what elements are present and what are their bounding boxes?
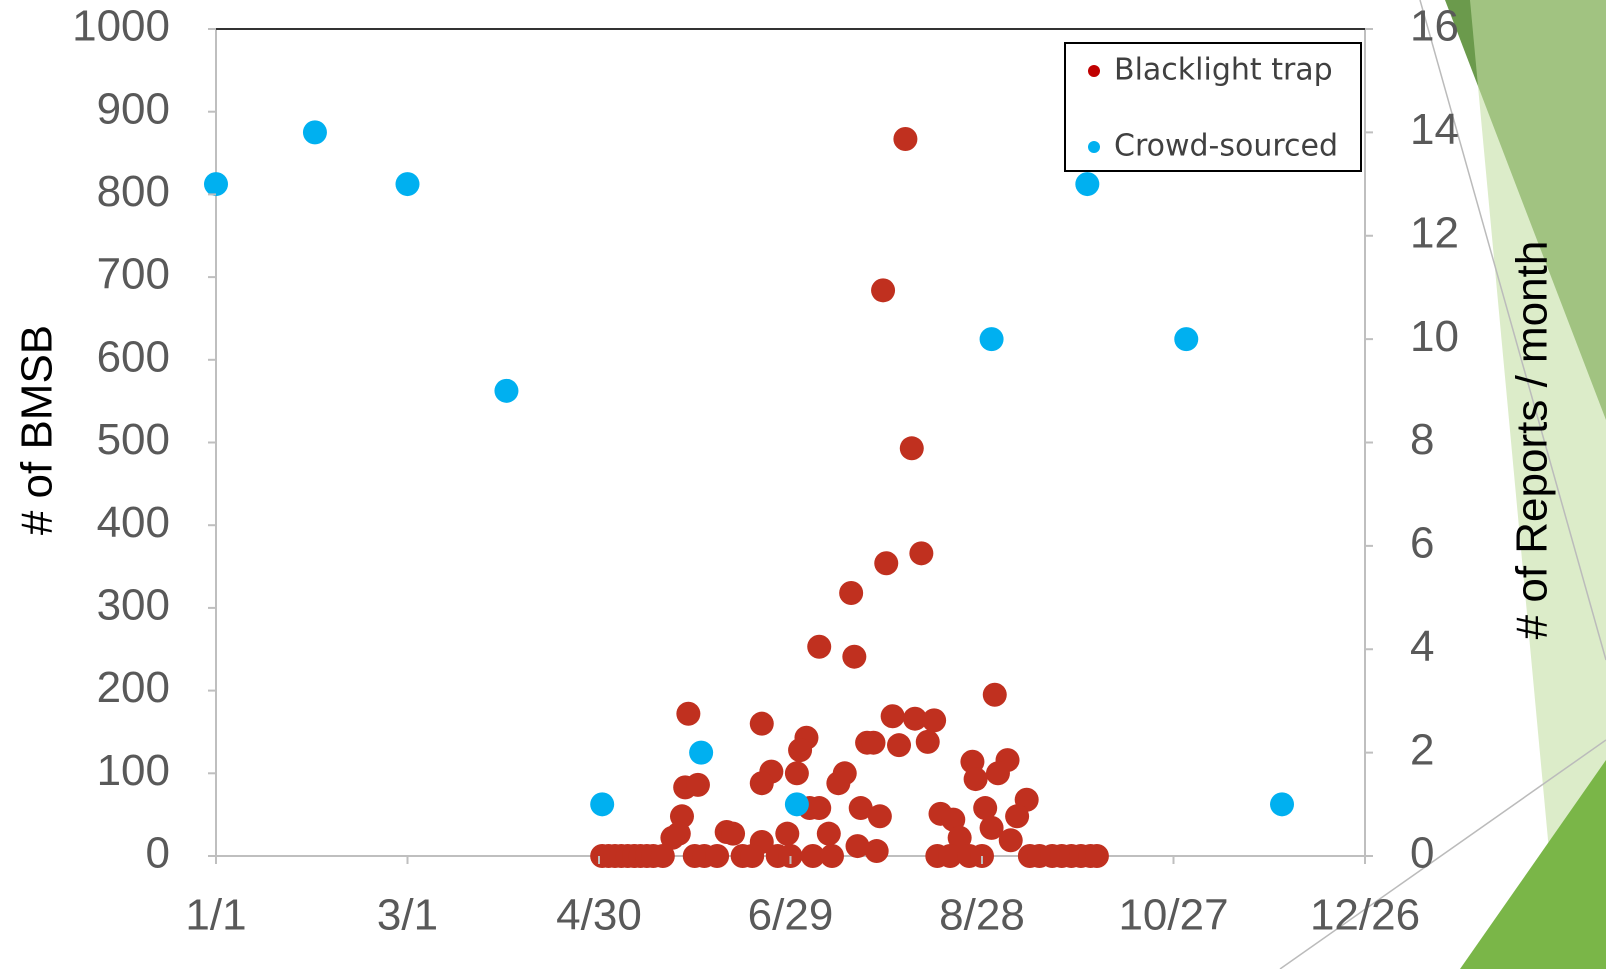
data-point bbox=[785, 792, 809, 816]
data-point bbox=[1270, 792, 1294, 816]
data-point bbox=[807, 635, 831, 659]
data-point bbox=[590, 792, 614, 816]
data-point bbox=[922, 708, 946, 732]
y2-tick-label: 6 bbox=[1410, 519, 1434, 568]
x-tick-label: 6/29 bbox=[748, 891, 834, 940]
legend-marker bbox=[1088, 141, 1100, 153]
legend-marker bbox=[1088, 65, 1100, 77]
data-point bbox=[686, 773, 710, 797]
chart: # of BMSB # of Reports / month Blackligh… bbox=[0, 0, 1606, 969]
y-tick-label: 200 bbox=[97, 663, 170, 712]
data-point bbox=[820, 844, 844, 868]
data-point bbox=[807, 796, 831, 820]
data-point bbox=[750, 771, 774, 795]
data-point bbox=[1075, 172, 1099, 196]
y2-tick-label: 2 bbox=[1410, 725, 1434, 774]
y-axis-label: # of BMSB bbox=[13, 325, 62, 535]
y-tick-label: 700 bbox=[97, 250, 170, 299]
y2-tick-label: 10 bbox=[1410, 312, 1459, 361]
data-point bbox=[868, 804, 892, 828]
y2-axis-label: # of Reports / month bbox=[1508, 241, 1557, 640]
x-tick-label: 1/1 bbox=[185, 891, 246, 940]
data-point bbox=[909, 541, 933, 565]
y-tick-label: 300 bbox=[97, 581, 170, 630]
data-point bbox=[817, 822, 841, 846]
y-tick-label: 400 bbox=[97, 498, 170, 547]
data-point bbox=[204, 172, 228, 196]
y2-tick-label: 8 bbox=[1410, 415, 1434, 464]
data-point bbox=[826, 771, 850, 795]
data-point bbox=[721, 822, 745, 846]
data-point bbox=[893, 127, 917, 151]
data-point bbox=[839, 581, 863, 605]
data-point bbox=[887, 733, 911, 757]
y-tick-label: 900 bbox=[97, 84, 170, 133]
data-point bbox=[871, 278, 895, 302]
x-tick-label: 8/28 bbox=[939, 891, 1025, 940]
data-point bbox=[303, 120, 327, 144]
plot-area bbox=[204, 120, 1294, 868]
y2-tick-label: 16 bbox=[1410, 2, 1459, 51]
data-point bbox=[881, 704, 905, 728]
data-point bbox=[396, 172, 420, 196]
data-point bbox=[1174, 327, 1198, 351]
x-tick-label: 3/1 bbox=[377, 891, 438, 940]
data-point bbox=[861, 731, 885, 755]
data-point bbox=[842, 645, 866, 669]
data-point bbox=[983, 683, 1007, 707]
y2-tick-label: 12 bbox=[1410, 208, 1459, 257]
data-point bbox=[1085, 844, 1109, 868]
data-point bbox=[689, 741, 713, 765]
legend: Blacklight trap Crowd-sourced bbox=[1065, 43, 1361, 171]
data-point bbox=[740, 844, 764, 868]
data-point bbox=[788, 738, 812, 762]
y-tick-label: 1000 bbox=[72, 2, 170, 51]
data-point bbox=[676, 702, 700, 726]
data-point bbox=[705, 844, 729, 868]
y2-tick-label: 14 bbox=[1410, 105, 1459, 154]
data-point bbox=[874, 551, 898, 575]
data-point bbox=[986, 761, 1010, 785]
data-point bbox=[865, 839, 889, 863]
y-tick-label: 100 bbox=[97, 746, 170, 795]
y2-tick-label: 4 bbox=[1410, 622, 1434, 671]
data-point bbox=[750, 712, 774, 736]
data-point bbox=[785, 761, 809, 785]
data-point bbox=[980, 327, 1004, 351]
data-point bbox=[775, 822, 799, 846]
data-point bbox=[999, 828, 1023, 852]
data-point bbox=[964, 767, 988, 791]
x-tick-label: 12/26 bbox=[1310, 891, 1420, 940]
data-point bbox=[494, 379, 518, 403]
y-tick-label: 500 bbox=[97, 415, 170, 464]
y-tick-label: 0 bbox=[146, 829, 170, 878]
x-tick-label: 10/27 bbox=[1118, 891, 1228, 940]
data-point bbox=[1005, 804, 1029, 828]
x-tick-label: 4/30 bbox=[556, 891, 642, 940]
data-point bbox=[916, 730, 940, 754]
y2-tick-label: 0 bbox=[1410, 829, 1434, 878]
data-point bbox=[900, 436, 924, 460]
legend-label: Blacklight trap bbox=[1114, 53, 1333, 88]
y-tick-label: 600 bbox=[97, 332, 170, 381]
y-tick-label: 800 bbox=[97, 167, 170, 216]
data-point bbox=[651, 844, 675, 868]
legend-label: Crowd-sourced bbox=[1114, 129, 1338, 164]
